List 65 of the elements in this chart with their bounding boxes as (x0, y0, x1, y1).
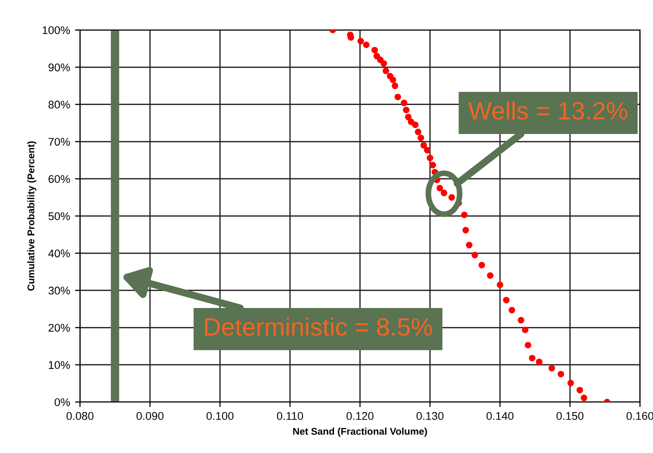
x-tick-label: 0.160 (626, 412, 653, 420)
y-tick-label: 90% (48, 63, 70, 72)
point (478, 262, 486, 268)
point (548, 364, 556, 372)
point (394, 94, 402, 100)
x-tick-label: 0.080 (66, 412, 94, 420)
point (518, 316, 524, 324)
y-tick-label: 50% (48, 212, 70, 220)
point (390, 76, 396, 84)
point (576, 386, 584, 394)
point (400, 100, 408, 106)
point (580, 394, 588, 402)
point (418, 134, 424, 142)
point (536, 358, 542, 366)
y-axis-title: Cumulative Probability (Percent) (27, 141, 36, 291)
point (363, 42, 370, 48)
point (522, 326, 528, 334)
point (430, 162, 436, 168)
y-tick-label: 40% (48, 249, 70, 258)
y-tick-label: 70% (48, 138, 70, 146)
point (436, 184, 444, 192)
point (486, 272, 494, 279)
y-tick-label: 0% (54, 398, 70, 406)
point (412, 122, 419, 128)
point (392, 82, 398, 90)
y-tick-label: 80% (48, 100, 70, 109)
point (424, 146, 430, 154)
point (503, 296, 510, 304)
point (348, 34, 354, 41)
point (524, 342, 532, 348)
x-tick-label: 0.090 (136, 412, 164, 420)
point (380, 60, 388, 67)
point (508, 306, 516, 314)
x-tick-label: 0.150 (556, 412, 584, 420)
x-axis-title: Net Sand (Fractional Volume) (293, 428, 427, 437)
point (405, 114, 412, 120)
y-tick-label: 30% (48, 286, 70, 295)
point (357, 38, 364, 44)
point (528, 354, 536, 362)
point (558, 370, 564, 378)
point (448, 194, 455, 201)
point (382, 68, 390, 74)
point (466, 242, 472, 248)
y-tick-label: 10% (48, 361, 70, 369)
y-tick-label: 20% (48, 324, 70, 332)
point (414, 128, 422, 136)
x-tick-label: 0.140 (486, 412, 514, 420)
point (496, 282, 504, 288)
x-tick-label: 0.120 (346, 412, 374, 420)
point (462, 226, 469, 234)
point (420, 142, 427, 149)
point (472, 252, 478, 258)
point (567, 380, 574, 386)
x-tick-label: 0.110 (276, 412, 304, 420)
point (371, 46, 378, 54)
point (440, 190, 448, 196)
point (426, 154, 434, 162)
y-tick-label: 60% (48, 175, 70, 183)
point (461, 212, 468, 218)
y-tick-label: 100% (42, 26, 70, 34)
point (402, 106, 410, 114)
x-tick-label: 0.130 (416, 412, 444, 420)
annotation: Wells = 13.2% (468, 101, 628, 120)
annotation: Deterministic = 8.5% (205, 317, 432, 336)
x-tick-label: 0.100 (206, 412, 234, 420)
